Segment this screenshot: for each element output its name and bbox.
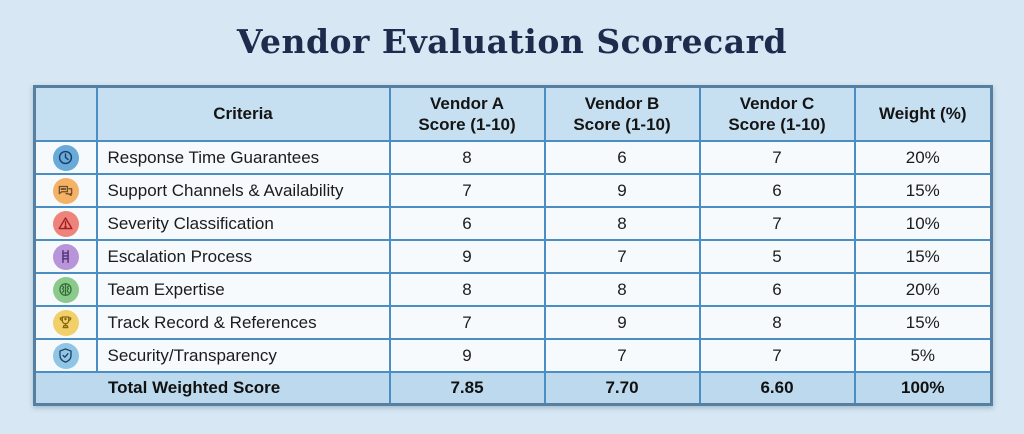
vendor-b-score: 6 [543,140,701,175]
column-label: Vendor A [430,93,504,113]
column-header-vendor-c: Vendor C Score (1-10) [698,85,856,142]
ladder-icon [52,243,79,270]
weight-value: 15% [853,305,993,340]
criteria-label: Escalation Process [95,239,391,274]
criteria-row: Escalation Process 9 7 5 15% [33,239,993,274]
vendor-c-score: 6 [698,173,856,208]
total-vendor-a-score: 7.85 [388,371,546,406]
total-label: Total Weighted Score [33,371,391,406]
criteria-row: Response Time Guarantees 8 6 7 20% [33,140,993,175]
weight-value: 15% [853,239,993,274]
vendor-a-score: 6 [388,206,546,241]
column-sublabel: Score (1-10) [418,115,516,134]
shield-check-icon [52,342,79,369]
vendor-c-score: 7 [698,206,856,241]
vendor-b-score: 9 [543,305,701,340]
weight-value: 20% [853,140,993,175]
vendor-a-score: 7 [388,173,546,208]
header-row: Criteria Vendor A Score (1-10) Vendor B … [33,85,993,142]
criteria-label: Support Channels & Availability [95,173,391,208]
criteria-label: Response Time Guarantees [95,140,391,175]
criteria-row: Track Record & References 7 9 8 15% [33,305,993,340]
criteria-icon-cell [33,305,98,340]
icon-column-header [33,85,98,142]
criteria-icon-cell [33,272,98,307]
vendor-b-score: 8 [543,206,701,241]
vendor-c-score: 5 [698,239,856,274]
column-label: Vendor B [584,93,660,113]
vendor-b-score: 7 [543,338,701,373]
clock-icon [52,144,79,171]
column-header-vendor-b: Vendor B Score (1-10) [543,85,701,142]
total-vendor-c-score: 6.60 [698,371,856,406]
criteria-row: Security/Transparency 9 7 7 5% [33,338,993,373]
vendor-a-score: 9 [388,338,546,373]
scorecard-table: Criteria Vendor A Score (1-10) Vendor B … [33,85,993,406]
trophy-icon [52,309,79,336]
vendor-c-score: 6 [698,272,856,307]
total-weight: 100% [853,371,993,406]
vendor-c-score: 8 [698,305,856,340]
column-label: Vendor C [739,93,815,113]
column-sublabel: Score (1-10) [573,115,671,134]
criteria-label: Team Expertise [95,272,391,307]
column-header-vendor-a: Vendor A Score (1-10) [388,85,546,142]
criteria-label: Track Record & References [95,305,391,340]
column-label: Weight (%) [878,104,967,124]
vendor-a-score: 8 [388,140,546,175]
criteria-label: Severity Classification [95,206,391,241]
vendor-b-score: 9 [543,173,701,208]
warning-triangle-icon [52,210,79,237]
column-header-criteria: Criteria [95,85,391,142]
criteria-icon-cell [33,140,98,175]
criteria-row: Support Channels & Availability 7 9 6 15% [33,173,993,208]
criteria-icon-cell [33,206,98,241]
page-title: Vendor Evaluation Scorecard [236,22,788,61]
total-vendor-b-score: 7.70 [543,371,701,406]
vendor-c-score: 7 [698,140,856,175]
vendor-a-score: 7 [388,305,546,340]
weight-value: 20% [853,272,993,307]
vendor-c-score: 7 [698,338,856,373]
vendor-a-score: 9 [388,239,546,274]
column-sublabel: Score (1-10) [728,115,826,134]
criteria-label: Security/Transparency [95,338,391,373]
chat-bubbles-icon [52,177,79,204]
criteria-row: Team Expertise 8 8 6 20% [33,272,993,307]
column-label: Criteria [213,104,273,124]
brain-icon [52,276,79,303]
vendor-a-score: 8 [388,272,546,307]
vendor-b-score: 8 [543,272,701,307]
weight-value: 15% [853,173,993,208]
criteria-row: Severity Classification 6 8 7 10% [33,206,993,241]
criteria-icon-cell [33,239,98,274]
total-row: Total Weighted Score 7.85 7.70 6.60 100% [33,371,993,406]
vendor-b-score: 7 [543,239,701,274]
weight-value: 5% [853,338,993,373]
weight-value: 10% [853,206,993,241]
criteria-icon-cell [33,338,98,373]
criteria-icon-cell [33,173,98,208]
column-header-weight: Weight (%) [853,85,993,142]
